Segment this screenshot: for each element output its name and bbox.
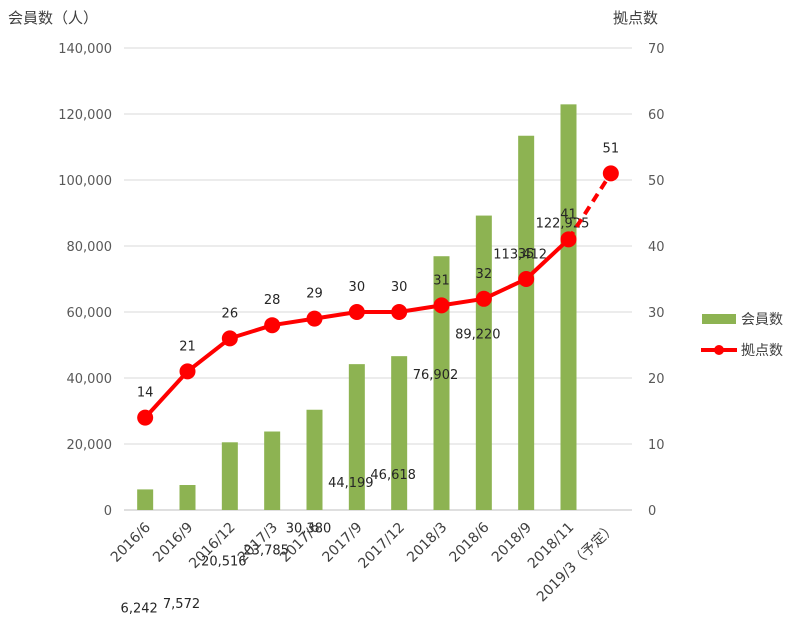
member-bar	[475, 215, 492, 510]
site-count-labels: 14 21 26 28 29 30 30 31 32 35 41 51	[137, 141, 619, 400]
member-bar-label: 7,572	[163, 597, 200, 612]
legend-bar-swatch	[702, 314, 736, 324]
gridlines	[124, 47, 632, 511]
category-label: 2019/3（予定）	[534, 520, 620, 606]
site-count-label: 41	[560, 207, 577, 222]
legend-line-label: 拠点数	[741, 343, 783, 359]
right-axis-title: 拠点数	[613, 9, 658, 27]
member-bars	[137, 104, 577, 510]
member-bar-label: 23,785	[243, 544, 289, 559]
left-tick-label: 40,000	[67, 372, 113, 387]
site-count-point	[602, 165, 619, 182]
member-bar-label: 76,902	[413, 368, 459, 383]
right-tick-label: 70	[648, 42, 665, 57]
site-count-point	[306, 310, 323, 327]
member-bar	[391, 356, 408, 510]
site-count-label: 51	[603, 141, 620, 156]
site-count-point	[518, 271, 535, 287]
site-count-point	[264, 317, 281, 334]
member-bar	[433, 256, 450, 510]
right-tick-label: 60	[648, 108, 665, 123]
legend: 会員数 拠点数	[701, 312, 783, 359]
site-count-point	[348, 304, 365, 320]
category-label: 2018/3	[404, 520, 450, 566]
site-count-label: 29	[306, 287, 323, 302]
member-bar-label: 44,199	[328, 476, 374, 491]
site-count-point	[391, 304, 408, 320]
site-count-point	[560, 231, 577, 248]
right-tick-label: 10	[648, 438, 665, 453]
member-bar-label: 6,242	[121, 601, 158, 616]
member-bar	[518, 135, 535, 510]
member-bar	[560, 104, 577, 510]
left-tick-label: 80,000	[67, 240, 113, 255]
member-bar	[348, 364, 365, 510]
right-tick-label: 40	[648, 240, 665, 255]
member-bar-label: 30,380	[286, 522, 332, 537]
site-count-point	[475, 290, 492, 307]
left-tick-label: 100,000	[58, 174, 112, 189]
site-count-forecast-segment	[566, 172, 613, 241]
site-count-point	[137, 409, 154, 426]
site-count-label: 28	[264, 293, 281, 308]
site-count-point	[179, 363, 196, 380]
legend-line-marker	[714, 345, 724, 355]
left-tick-label: 0	[104, 504, 112, 519]
site-count-label: 14	[137, 386, 154, 401]
site-count-label: 30	[349, 280, 366, 295]
left-axis-title: 会員数（人）	[8, 9, 98, 27]
category-label: 2017/12	[356, 520, 408, 572]
member-bar	[179, 485, 196, 510]
category-label: 2018/6	[447, 519, 493, 565]
site-count-label: 26	[222, 306, 239, 321]
member-bar-label: 122,925	[536, 216, 590, 231]
member-bar	[137, 489, 154, 510]
site-count-point	[433, 297, 450, 314]
right-tick-label: 0	[648, 504, 656, 519]
site-count-label: 30	[391, 280, 408, 295]
site-count-label: 21	[179, 339, 196, 354]
right-axis-ticks: 0 10 20 30 40 50 60 70	[648, 42, 665, 519]
right-tick-label: 20	[648, 372, 665, 387]
left-tick-label: 120,000	[58, 108, 112, 123]
right-tick-label: 30	[648, 306, 665, 321]
site-count-line	[137, 165, 619, 426]
member-bar	[306, 409, 323, 510]
left-tick-label: 20,000	[67, 438, 113, 453]
member-bar-label: 89,220	[455, 328, 501, 343]
member-bar	[221, 442, 238, 510]
category-label: 2016/6	[108, 519, 154, 565]
left-tick-label: 140,000	[58, 42, 112, 57]
member-bar-label: 46,618	[370, 468, 416, 483]
left-tick-label: 60,000	[67, 306, 113, 321]
legend-bar-label: 会員数	[741, 312, 783, 328]
site-count-label: 35	[518, 247, 535, 262]
member-bar-label: 113,412	[493, 248, 547, 263]
site-count-label: 31	[433, 273, 450, 288]
site-count-point	[221, 330, 238, 347]
category-labels: 2016/62016/92016/122017/32017/62017/9201…	[108, 519, 620, 605]
site-count-label: 32	[476, 267, 493, 282]
left-axis-ticks: 0 20,000 40,000 60,000 80,000 100,000 120,000 1…	[58, 42, 112, 519]
member-bar-label: 20,516	[201, 554, 247, 569]
member-bar	[264, 431, 281, 510]
right-tick-label: 50	[648, 174, 665, 189]
